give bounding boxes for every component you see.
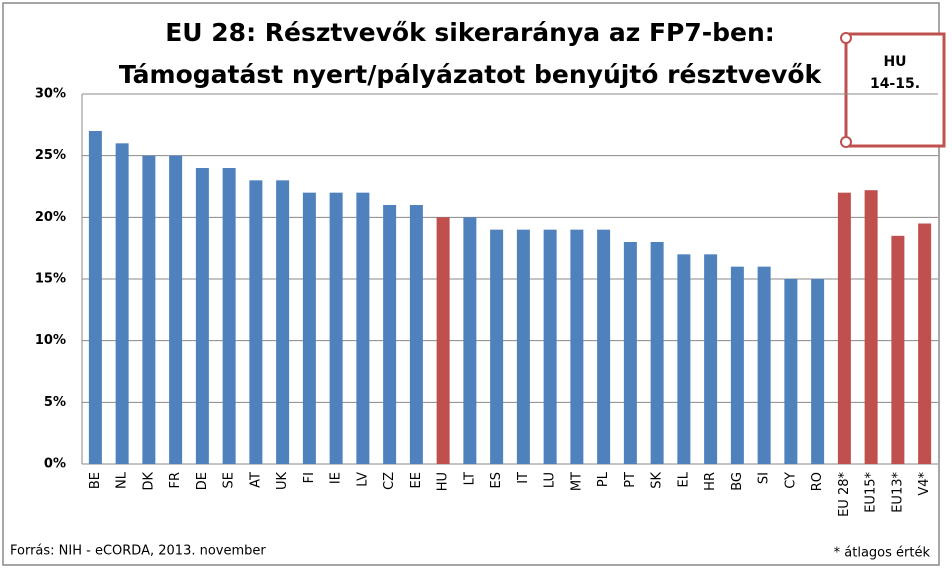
x-tick-label: SI xyxy=(757,472,772,484)
y-tick-label: 0% xyxy=(44,457,66,472)
bar xyxy=(918,223,932,464)
chart-title: Támogatást nyert/pályázatot benyújtó rés… xyxy=(119,60,823,89)
y-tick-label: 20% xyxy=(35,210,66,225)
bar xyxy=(356,192,370,464)
x-tick-label: FR xyxy=(168,472,183,489)
x-tick-label: ES xyxy=(489,472,504,488)
bar xyxy=(249,180,263,465)
chart-title: EU 28: Résztvevők sikeraránya az FP7-ben… xyxy=(165,18,775,47)
bar xyxy=(891,235,905,464)
x-tick-label: MT xyxy=(569,472,584,491)
annotation: 14-15. xyxy=(870,76,920,92)
x-tick-label: SE xyxy=(222,472,237,488)
bar xyxy=(730,266,744,464)
x-tick-label: AT xyxy=(248,472,263,488)
x-tick-label: EU15* xyxy=(864,472,879,513)
x-tick-label: EU 28* xyxy=(837,472,852,517)
x-tick-label: CY xyxy=(783,472,798,489)
bar xyxy=(115,143,129,465)
x-tick-label: HR xyxy=(703,472,718,491)
bar xyxy=(837,192,851,464)
x-tick-label: HU xyxy=(436,472,451,491)
bar xyxy=(88,131,102,464)
x-tick-label: LV xyxy=(355,472,370,487)
bar xyxy=(623,242,637,464)
bar xyxy=(490,229,504,464)
bar xyxy=(704,254,718,464)
x-tick-label: EU13* xyxy=(890,472,905,513)
bar xyxy=(436,217,450,464)
y-tick-label: 15% xyxy=(35,272,66,287)
x-tick-label: DE xyxy=(195,472,210,490)
x-tick-label: EE xyxy=(409,472,424,488)
bar xyxy=(383,205,397,464)
y-tick-label: 5% xyxy=(44,395,66,410)
annotation-scroll: HU 14-15. xyxy=(840,32,946,148)
x-tick-label: PT xyxy=(623,472,638,488)
bar xyxy=(169,155,183,464)
bar xyxy=(597,229,611,464)
x-tick-label: UK xyxy=(275,472,290,491)
bar xyxy=(757,266,771,464)
bar xyxy=(463,217,477,464)
y-tick-label: 30% xyxy=(35,87,66,102)
bar xyxy=(570,229,584,464)
x-tick-label: BE xyxy=(88,472,103,489)
x-tick-label: SK xyxy=(650,472,665,489)
bar xyxy=(222,168,236,464)
bar xyxy=(276,180,290,465)
y-tick-label: 25% xyxy=(35,148,66,163)
bar xyxy=(302,192,316,464)
bar xyxy=(329,192,343,464)
annotation: HU xyxy=(883,54,906,70)
x-tick-label: RO xyxy=(810,472,825,491)
bar xyxy=(864,190,878,464)
bar xyxy=(677,254,691,464)
bar xyxy=(784,279,798,464)
x-tick-label: NL xyxy=(115,471,130,489)
bar xyxy=(650,242,664,464)
bar xyxy=(195,168,209,464)
bar xyxy=(811,279,825,464)
x-tick-label: CZ xyxy=(382,472,397,490)
y-tick-label: 10% xyxy=(35,333,66,348)
x-tick-label: BG xyxy=(730,472,745,491)
bar xyxy=(409,205,423,464)
x-tick-label: PL xyxy=(596,471,611,487)
x-tick-label: V4* xyxy=(917,472,932,496)
bar xyxy=(543,229,557,464)
bar xyxy=(142,155,156,464)
x-tick-label: IT xyxy=(516,472,531,484)
x-tick-label: EL xyxy=(676,471,691,487)
source: Forrás: NIH - eCORDA, 2013. november xyxy=(10,544,266,559)
footnote: * átlagos érték xyxy=(834,546,931,561)
x-tick-label: IE xyxy=(329,472,344,484)
x-tick-label: LT xyxy=(462,472,477,485)
bar xyxy=(516,229,530,464)
x-tick-label: DK xyxy=(141,472,156,491)
x-tick-label: LU xyxy=(543,472,558,488)
x-tick-label: FI xyxy=(302,472,317,483)
